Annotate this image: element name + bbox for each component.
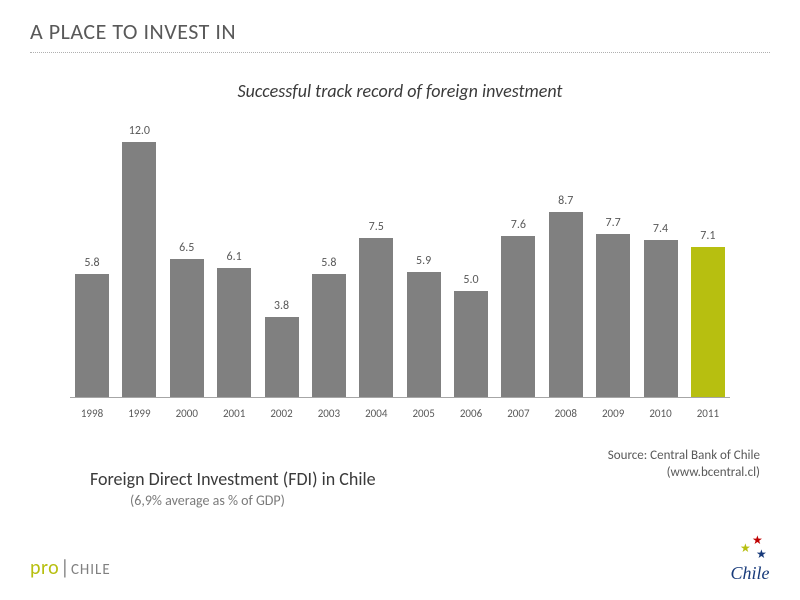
- title-divider: [30, 52, 770, 53]
- x-axis-label: 2001: [212, 407, 256, 420]
- chile-logo: ★ ★ ★ Chile: [730, 535, 770, 584]
- chart-footer-sub: (6,9% average as % of GDP): [130, 492, 285, 509]
- prochile-pro: pro: [30, 556, 59, 580]
- x-axis-label: 2000: [165, 407, 209, 420]
- prochile-logo: pro|CHILE: [30, 556, 111, 580]
- bar: [407, 272, 441, 398]
- bar-slot: 7.6: [496, 218, 540, 398]
- bar-slot: 3.8: [260, 299, 304, 398]
- source-line2: (www.bcentral.cl): [608, 465, 760, 482]
- bar-slot: 6.5: [165, 241, 209, 398]
- chile-stars-icon: ★ ★ ★: [730, 535, 770, 561]
- bar: [359, 238, 393, 398]
- bar-slot: 7.7: [591, 216, 635, 398]
- title-block: A PLACE TO INVEST IN: [30, 18, 236, 45]
- bar-value-label: 5.8: [321, 256, 336, 270]
- x-axis-label: 1999: [117, 407, 161, 420]
- x-axis-label: 2010: [639, 407, 683, 420]
- x-axis-label: 2008: [544, 407, 588, 420]
- bar: [644, 240, 678, 398]
- page-title: A PLACE TO INVEST IN: [30, 18, 236, 45]
- bar-value-label: 7.1: [700, 229, 715, 243]
- bar: [691, 247, 725, 398]
- prochile-separator: |: [60, 556, 70, 580]
- bar-value-label: 8.7: [558, 194, 573, 208]
- bar: [122, 142, 156, 398]
- bar-value-label: 7.6: [511, 218, 526, 232]
- x-axis-labels: 19981999 20002001 200220032004 200520062007…: [70, 407, 730, 420]
- x-axis-label: 2007: [496, 407, 540, 420]
- source-citation: Source: Central Bank of Chile (www.bcent…: [608, 448, 760, 482]
- bar: [549, 212, 583, 398]
- x-axis-label: 2004: [354, 407, 398, 420]
- bar: [596, 234, 630, 398]
- bar: [454, 291, 488, 398]
- bars-container: 5.8 12.0 6.5 6.1 3.8 5.8 7.5 5.9 5.0 7.6 8.7 7.7 7.4…: [70, 118, 730, 398]
- bar-slot: 7.4: [639, 222, 683, 398]
- bar-value-label: 5.0: [463, 273, 478, 287]
- bar-slot: 8.7: [544, 194, 588, 398]
- bar: [501, 236, 535, 398]
- bar-value-label: 3.8: [274, 299, 289, 313]
- subtitle: Successful track record of foreign inves…: [0, 80, 800, 102]
- bar-slot: 5.8: [307, 256, 351, 398]
- x-axis-label: 2002: [260, 407, 304, 420]
- bar: [170, 259, 204, 398]
- bar-value-label: 7.7: [606, 216, 621, 230]
- bar: [265, 317, 299, 398]
- bar-slot: 7.5: [354, 220, 398, 398]
- bar-slot: 7.1: [686, 229, 730, 398]
- fdi-bar-chart: 5.8 12.0 6.5 6.1 3.8 5.8 7.5 5.9 5.0 7.6 8.7 7.7 7.4…: [70, 118, 730, 418]
- bar-value-label: 5.8: [84, 256, 99, 270]
- x-axis-line: [70, 397, 730, 398]
- x-axis-label: 2011: [686, 407, 730, 420]
- star-icon: ★: [756, 549, 767, 561]
- bar: [312, 274, 346, 398]
- bar-value-label: 12.0: [129, 124, 150, 138]
- chile-logo-text: Chile: [730, 563, 770, 584]
- bar: [75, 274, 109, 398]
- bar-slot: 6.1: [212, 250, 256, 398]
- prochile-chile: CHILE: [71, 561, 111, 579]
- chart-footer-title: Foreign Direct Investment (FDI) in Chile: [90, 468, 376, 490]
- slide-root: A PLACE TO INVEST IN Successful track re…: [0, 0, 800, 600]
- star-icon: ★: [752, 535, 763, 547]
- bar-value-label: 7.5: [369, 220, 384, 234]
- bar-value-label: 6.5: [179, 241, 194, 255]
- bar-slot: 5.8: [70, 256, 114, 398]
- bar-value-label: 7.4: [653, 222, 668, 236]
- bar-value-label: 6.1: [227, 250, 242, 264]
- source-line1: Source: Central Bank of Chile: [608, 448, 760, 465]
- bar-slot: 12.0: [117, 124, 161, 398]
- bar-slot: 5.0: [449, 273, 493, 398]
- bar-slot: 5.9: [402, 254, 446, 398]
- x-axis-label: 1998: [70, 407, 114, 420]
- bar-value-label: 5.9: [416, 254, 431, 268]
- x-axis-label: 2009: [591, 407, 635, 420]
- x-axis-label: 2003: [307, 407, 351, 420]
- bar: [217, 268, 251, 398]
- x-axis-label: 2005: [402, 407, 446, 420]
- star-icon: ★: [740, 543, 751, 555]
- x-axis-label: 2006: [449, 407, 493, 420]
